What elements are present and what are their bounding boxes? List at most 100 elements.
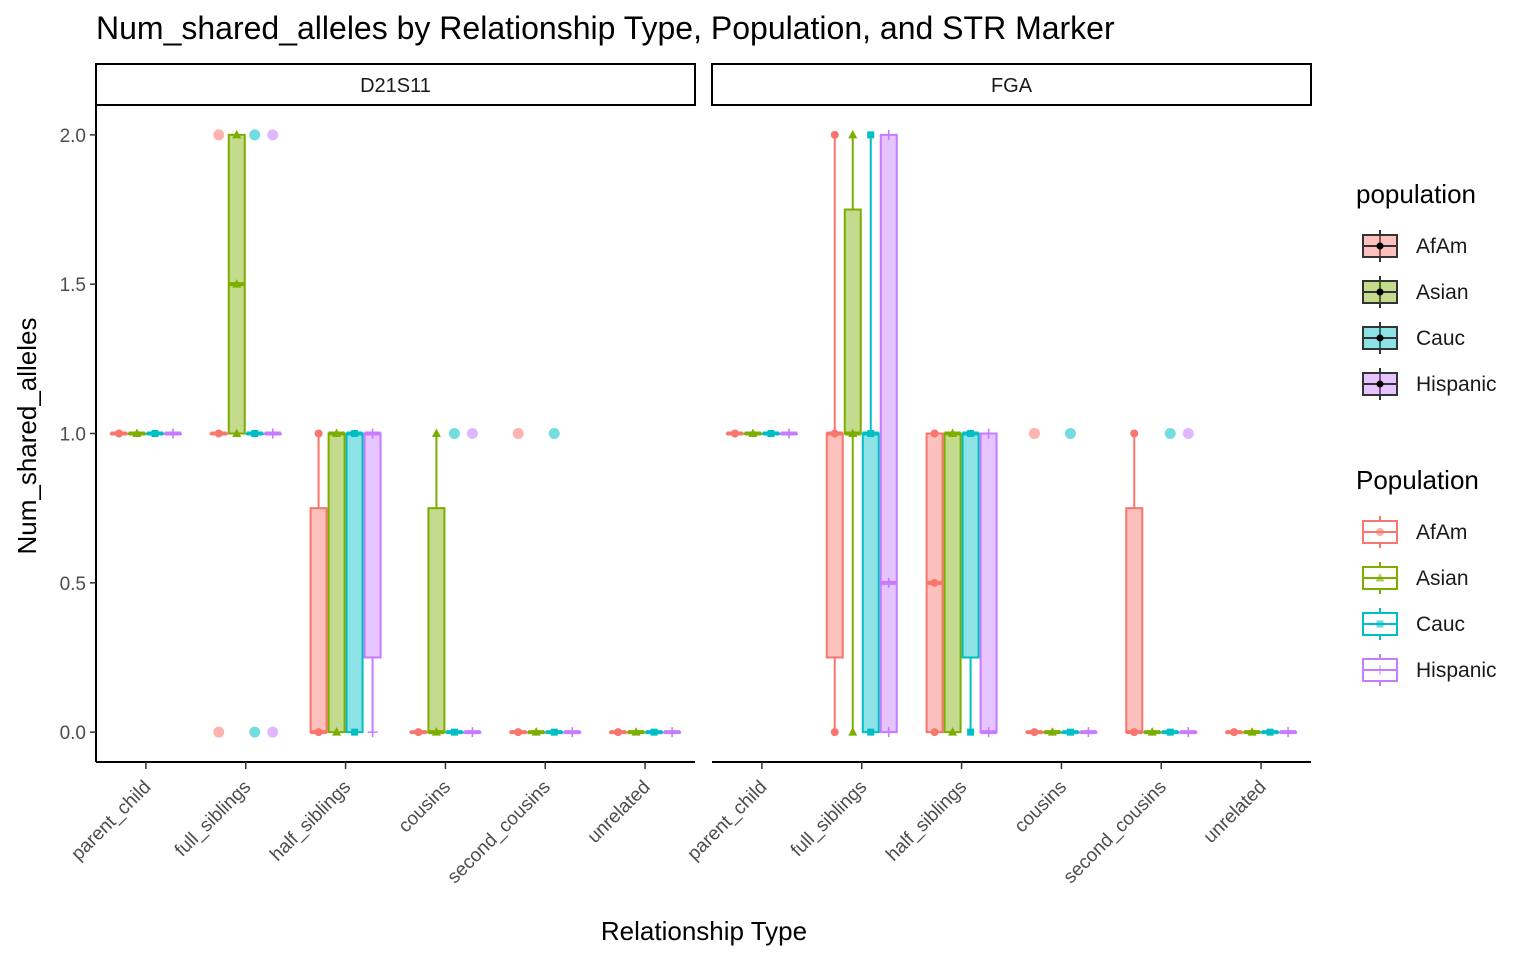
box-cousins-asian bbox=[427, 428, 446, 736]
data-point bbox=[1166, 728, 1174, 736]
data-point bbox=[1083, 727, 1094, 738]
legend-key-point bbox=[1375, 573, 1385, 582]
box-parent-child-afam bbox=[725, 429, 744, 438]
outlier-point bbox=[249, 726, 261, 738]
box-iqr bbox=[943, 432, 962, 734]
data-point bbox=[983, 727, 994, 738]
data-point bbox=[351, 430, 359, 437]
box-parent-child-afam bbox=[109, 429, 128, 438]
x-tick-label: cousins bbox=[1011, 777, 1071, 837]
data-point bbox=[232, 129, 242, 139]
box-half-siblings-hispanic bbox=[979, 428, 998, 738]
box-full-siblings-asian bbox=[227, 129, 246, 437]
y-tick-label: 1.5 bbox=[60, 275, 86, 296]
x-tick-label: full_siblings bbox=[787, 777, 871, 861]
box-cousins-hispanic bbox=[463, 428, 482, 738]
x-axis-label: Relationship Type bbox=[601, 916, 807, 946]
data-point bbox=[431, 428, 441, 437]
box-iqr bbox=[327, 432, 346, 734]
data-point bbox=[314, 728, 323, 737]
data-point bbox=[514, 728, 523, 737]
legend-key-point bbox=[1376, 334, 1384, 342]
box-iqr bbox=[363, 432, 382, 659]
data-point bbox=[830, 130, 839, 139]
legend-label: Cauc bbox=[1416, 613, 1465, 636]
data-point bbox=[251, 430, 259, 437]
box-half-siblings-cauc bbox=[961, 430, 980, 736]
box-iqr bbox=[309, 507, 328, 734]
data-point bbox=[948, 428, 958, 437]
data-point bbox=[467, 727, 478, 738]
box-iqr bbox=[961, 432, 980, 659]
data-point bbox=[930, 728, 939, 737]
data-point bbox=[267, 428, 278, 439]
box-unrelated-afam bbox=[1225, 728, 1244, 737]
legend-label: Hispanic bbox=[1416, 659, 1497, 682]
legend-item-hispanic: Hispanic bbox=[1362, 654, 1497, 686]
box-cousins-cauc bbox=[445, 428, 464, 736]
y-tick-label: 0.5 bbox=[60, 574, 86, 595]
legend-label: Asian bbox=[1416, 281, 1469, 304]
data-point bbox=[431, 727, 441, 736]
legend-key-point bbox=[1376, 288, 1384, 296]
data-point bbox=[830, 429, 839, 438]
legend-label: Hispanic bbox=[1416, 373, 1497, 396]
data-point bbox=[867, 728, 875, 736]
outlier-point bbox=[512, 428, 524, 439]
box-full-siblings-asian bbox=[843, 129, 862, 736]
data-point bbox=[114, 429, 123, 438]
x-tick-label: cousins bbox=[395, 777, 455, 837]
box-second-cousins-hispanic bbox=[1179, 428, 1198, 738]
outlier-point bbox=[548, 428, 560, 439]
data-point bbox=[531, 727, 541, 736]
box-second-cousins-asian bbox=[1143, 727, 1162, 736]
box-unrelated-hispanic bbox=[1279, 727, 1298, 738]
panel-fga: FGA parent_child full_siblings half_sibling… bbox=[683, 63, 1312, 888]
data-point bbox=[667, 727, 678, 738]
data-point bbox=[232, 279, 242, 288]
box-unrelated-cauc bbox=[1261, 728, 1280, 736]
data-point bbox=[848, 727, 858, 736]
x-tick-label: parent_child bbox=[67, 777, 155, 865]
data-point bbox=[314, 429, 323, 438]
x-tick-label: full_siblings bbox=[171, 777, 255, 861]
outlier-point bbox=[213, 726, 225, 738]
box-second-cousins-cauc bbox=[545, 428, 564, 736]
data-point bbox=[1130, 429, 1139, 438]
box-iqr bbox=[345, 432, 364, 734]
x-tick-label: unrelated bbox=[1200, 777, 1271, 848]
data-point bbox=[967, 430, 975, 437]
x-tick-label: second_cousins bbox=[1060, 777, 1171, 888]
data-point bbox=[730, 429, 739, 438]
outlier-point bbox=[448, 428, 460, 439]
box-parent-child-asian bbox=[127, 428, 146, 437]
outlier-point bbox=[249, 129, 261, 141]
legend-title: population bbox=[1356, 179, 1476, 209]
box-unrelated-afam bbox=[609, 728, 628, 737]
data-point bbox=[351, 728, 359, 736]
legend-item-cauc: Cauc bbox=[1362, 608, 1465, 640]
box-cousins-asian bbox=[1043, 727, 1062, 736]
data-point bbox=[1030, 728, 1039, 737]
box-iqr bbox=[825, 432, 844, 659]
legend-item-afam: AfAm bbox=[1362, 230, 1467, 262]
box-parent-child-cauc bbox=[145, 430, 164, 437]
box-parent-child-hispanic bbox=[163, 428, 182, 439]
box-half-siblings-hispanic bbox=[363, 428, 382, 738]
data-point bbox=[848, 129, 858, 139]
data-point bbox=[214, 429, 223, 438]
x-tick-label: half_siblings bbox=[882, 777, 971, 866]
data-point bbox=[1230, 728, 1239, 737]
box-iqr bbox=[879, 133, 898, 734]
data-point bbox=[450, 728, 458, 736]
legend-key-point bbox=[1375, 665, 1385, 675]
box-parent-child-asian bbox=[743, 428, 762, 437]
outlier-point bbox=[213, 129, 225, 141]
data-point bbox=[1130, 728, 1139, 737]
data-point bbox=[830, 728, 839, 737]
box-cousins-afam bbox=[1025, 428, 1044, 737]
data-point bbox=[367, 727, 378, 738]
legend-key-point bbox=[1376, 380, 1384, 388]
box-half-siblings-afam bbox=[925, 429, 944, 737]
box-full-siblings-hispanic bbox=[263, 129, 282, 738]
